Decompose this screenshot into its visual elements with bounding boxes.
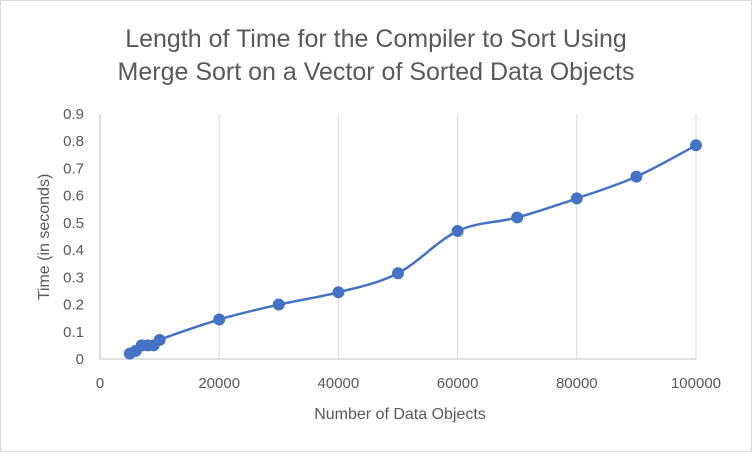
data-point: [511, 211, 524, 224]
chart-title-line-2: Merge Sort on a Vector of Sorted Data Ob…: [117, 58, 635, 86]
x-tick-label: 80000: [556, 375, 598, 392]
series-points: [123, 139, 702, 360]
y-tick-label: 0.4: [63, 242, 84, 259]
data-point: [213, 313, 226, 326]
data-point: [332, 286, 345, 299]
y-axis-title: Time (in seconds): [36, 174, 53, 301]
y-tick-labels: 0 0.1 0.2 0.3 0.4 0.5 0.6 0.7 0.8 0.9: [63, 106, 84, 368]
y-tick-label: 0.5: [63, 215, 84, 232]
y-tick-label: 0.1: [63, 324, 84, 341]
data-point: [630, 170, 643, 183]
x-tick-label: 40000: [318, 375, 360, 392]
y-tick-label: 0.3: [63, 269, 84, 286]
x-tick-labels: 0 20000 40000 60000 80000 100000: [96, 375, 721, 392]
y-tick-label: 0.2: [63, 297, 84, 314]
y-tick-label: 0.7: [63, 160, 84, 177]
data-point: [153, 333, 166, 346]
chart-title: Length of Time for the Compiler to Sort …: [1, 23, 751, 89]
data-point: [392, 267, 404, 280]
y-tick-label: 0.6: [63, 188, 84, 205]
y-tick-label: 0.8: [63, 133, 84, 150]
x-axis-title: Number of Data Objects: [314, 406, 486, 423]
x-tick-label: 100000: [671, 375, 721, 392]
y-tick-label: 0: [76, 351, 84, 368]
data-point: [570, 192, 583, 205]
y-tick-label: 0.9: [63, 106, 84, 123]
x-tick-label: 0: [96, 375, 104, 392]
data-point: [451, 225, 464, 238]
chart-title-line-1: Length of Time for the Compiler to Sort …: [125, 25, 627, 53]
data-point: [690, 139, 702, 152]
x-tick-label: 60000: [437, 375, 479, 392]
x-tick-label: 20000: [198, 375, 240, 392]
axes: [99, 114, 696, 360]
data-point: [272, 298, 285, 311]
